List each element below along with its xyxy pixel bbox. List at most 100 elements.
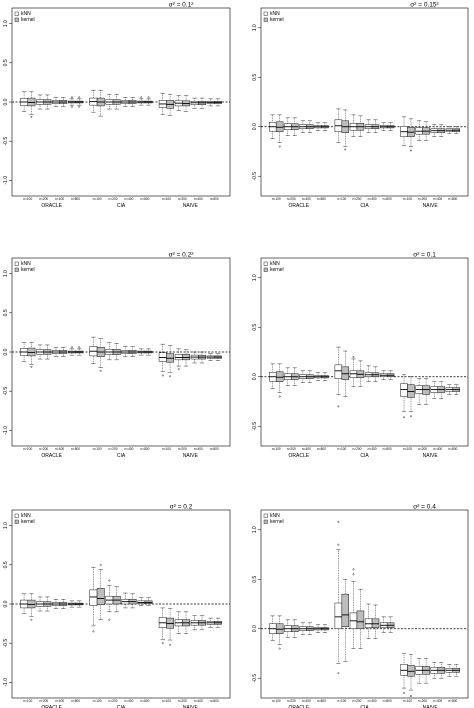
boxplot-naive-n800-knn bbox=[206, 353, 215, 361]
box bbox=[400, 664, 408, 676]
n-size-label: n=400 bbox=[124, 447, 133, 451]
group-label-oracle: ORACLE bbox=[289, 203, 310, 209]
outlier-point bbox=[337, 405, 340, 408]
group-label-cia: CIA bbox=[117, 203, 126, 209]
outlier-point bbox=[108, 618, 111, 621]
boxplot-naive-n100-knn bbox=[400, 374, 408, 419]
boxplot-oracle-n400-knn bbox=[299, 120, 307, 133]
boxplot-cia-n100-knn bbox=[334, 346, 343, 408]
boxplot-oracle-n800-knn bbox=[314, 624, 322, 633]
boxplot-cia-n100-kernel bbox=[96, 338, 105, 372]
y-tick-label: -0.5 bbox=[3, 387, 9, 396]
outlier-point bbox=[352, 568, 355, 571]
boxplot-oracle-n200-knn bbox=[36, 344, 44, 360]
boxplot-cia-n400-knn bbox=[121, 346, 130, 357]
boxplot-oracle-n400-knn bbox=[52, 347, 60, 357]
legend-entry-kernel: kernel bbox=[21, 267, 35, 273]
outlier-point bbox=[99, 563, 102, 566]
boxplot-oracle-n800-kernel bbox=[75, 600, 84, 608]
n-size-label: n=800 bbox=[317, 447, 326, 451]
outlier-point bbox=[161, 374, 164, 377]
boxplot-oracle-n200-kernel bbox=[43, 344, 52, 360]
boxplot-cia-n400-kernel bbox=[128, 346, 137, 357]
plot-frame bbox=[260, 257, 469, 447]
boxplot-oracle-n800-knn bbox=[68, 346, 76, 356]
n-size-label: n=800 bbox=[210, 699, 219, 703]
boxplot-naive-n200-kernel bbox=[422, 378, 430, 405]
n-size-label: n=400 bbox=[124, 699, 133, 703]
boxplot-cia-n400-kernel bbox=[371, 366, 380, 382]
n-size-label: n=800 bbox=[140, 447, 149, 451]
outlier-point bbox=[30, 618, 33, 621]
boxplot-naive-n100-kernel bbox=[166, 608, 174, 646]
outlier-point bbox=[140, 96, 143, 99]
plot-frame bbox=[260, 509, 469, 699]
y-tick-label: 1.0 bbox=[252, 526, 258, 533]
outlier-point bbox=[410, 415, 412, 418]
outlier-point bbox=[352, 356, 355, 358]
boxplot-naive-n200-kernel bbox=[182, 95, 190, 112]
boxplot-oracle-n400-knn bbox=[299, 622, 307, 635]
n-size-label: n=200 bbox=[109, 197, 118, 201]
boxplot-naive-n400-kernel bbox=[437, 381, 445, 399]
boxplot-naive-n400-kernel bbox=[198, 351, 206, 364]
legend-entry-knn: kNN bbox=[270, 261, 280, 267]
n-size-label: n=100 bbox=[162, 197, 171, 201]
boxplot-oracle-n100-kernel bbox=[27, 91, 36, 118]
n-size-label: n=100 bbox=[337, 197, 346, 201]
boxplot-oracle-n800-knn bbox=[314, 122, 322, 131]
n-size-label: n=800 bbox=[317, 197, 326, 201]
boxplot-naive-n100-kernel bbox=[166, 345, 174, 378]
outlier-point bbox=[337, 520, 340, 523]
boxplot-naive-n100-knn bbox=[158, 93, 167, 115]
n-size-label: n=800 bbox=[210, 447, 219, 451]
boxplot-naive-n400-knn bbox=[430, 124, 438, 137]
box bbox=[371, 618, 380, 628]
legend-swatch bbox=[14, 267, 19, 272]
boxplot-oracle-n800-kernel bbox=[321, 372, 329, 381]
legend-swatch bbox=[14, 11, 19, 16]
group-label-naive: NAIVE bbox=[183, 705, 199, 708]
n-size-label: n=800 bbox=[71, 447, 80, 451]
group-label-oracle: ORACLE bbox=[41, 203, 62, 209]
boxplot-cia-n400-knn bbox=[121, 592, 130, 609]
y-tick-label: 0.5 bbox=[252, 324, 258, 331]
y-tick-label: 1.0 bbox=[252, 24, 258, 31]
boxplot-cia-n200-kernel bbox=[356, 360, 365, 387]
boxplot-oracle-n100-knn bbox=[269, 363, 277, 389]
n-size-label: n=200 bbox=[418, 197, 427, 201]
y-tick-label: -1.0 bbox=[3, 678, 9, 687]
boxplot-naive-n200-knn bbox=[415, 658, 423, 684]
n-size-label: n=200 bbox=[39, 447, 48, 451]
n-size-label: n=400 bbox=[433, 197, 442, 201]
group-label-cia: CIA bbox=[360, 203, 369, 209]
boxplot-naive-n200-kernel bbox=[182, 349, 190, 367]
outlier-point bbox=[169, 375, 171, 378]
y-tick-label: 1.0 bbox=[3, 522, 9, 529]
box bbox=[341, 593, 350, 627]
boxplot-oracle-n400-kernel bbox=[306, 622, 314, 635]
n-size-label: n=100 bbox=[93, 699, 102, 703]
outlier-point bbox=[410, 149, 412, 152]
n-size-label: n=800 bbox=[140, 197, 149, 201]
chart-title: σ² = 0.15² bbox=[410, 2, 439, 9]
boxplot-cia-n100-knn bbox=[334, 108, 343, 143]
boxplot-naive-n800-knn bbox=[445, 384, 454, 395]
boxplot-naive-n200-knn bbox=[174, 95, 183, 111]
boxplot-oracle-n100-knn bbox=[269, 114, 277, 139]
boxplot-cia-n200-knn bbox=[349, 568, 358, 649]
outlier-point bbox=[30, 115, 33, 118]
n-size-label: n=800 bbox=[383, 699, 392, 703]
y-tick-label: -0.5 bbox=[252, 674, 258, 683]
n-size-label: n=400 bbox=[55, 197, 64, 201]
group-label-naive: NAIVE bbox=[423, 203, 439, 209]
box bbox=[334, 364, 343, 379]
boxplot-oracle-n800-kernel bbox=[75, 96, 84, 108]
boxplot-naive-n400-knn bbox=[430, 381, 438, 399]
legend-entry-kernel: kernel bbox=[270, 17, 284, 23]
boxplot-cia-n100-knn bbox=[89, 336, 98, 364]
legend-swatch bbox=[14, 513, 19, 518]
boxplot-cia-n800-knn bbox=[379, 370, 388, 380]
